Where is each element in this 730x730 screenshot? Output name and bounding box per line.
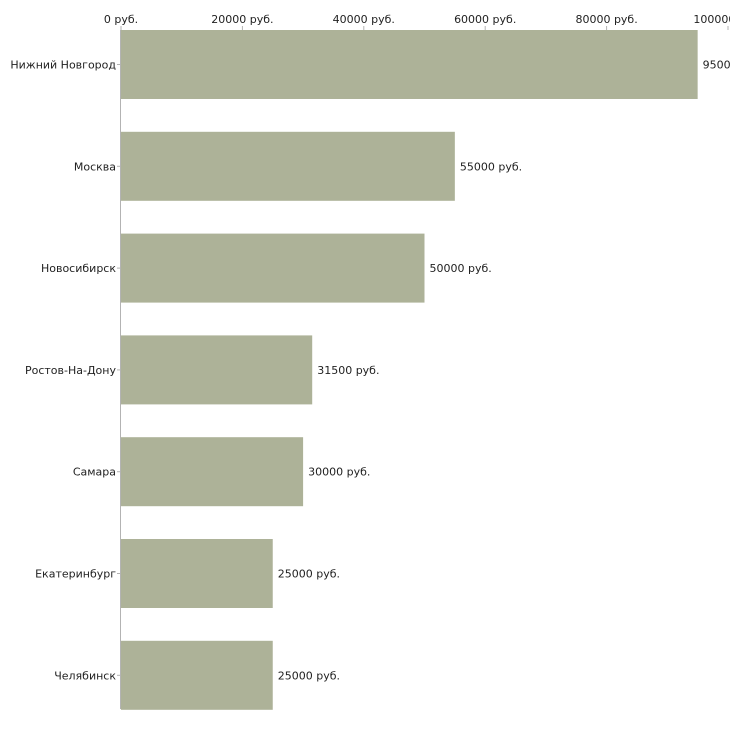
x-tick-label: 0 руб.	[104, 13, 138, 26]
category-label: Москва	[74, 160, 116, 173]
value-label: 95000 руб.	[703, 59, 730, 72]
category-label: Самара	[73, 466, 116, 479]
bar	[121, 233, 425, 303]
bar	[121, 640, 273, 710]
category-label: Екатеринбург	[35, 568, 116, 581]
value-label: 55000 руб.	[460, 160, 522, 173]
category-label: Новосибирск	[41, 262, 116, 275]
bar	[121, 437, 304, 507]
bar	[121, 131, 455, 201]
bar	[121, 30, 698, 99]
x-tick-label: 100000 руб.	[693, 13, 730, 26]
x-tick-label: 60000 руб.	[454, 13, 516, 26]
category-label: Ростов-На-Дону	[25, 364, 116, 377]
x-tick-label: 20000 руб.	[211, 13, 273, 26]
value-label: 31500 руб.	[317, 364, 379, 377]
value-label: 25000 руб.	[278, 669, 340, 682]
value-label: 30000 руб.	[308, 466, 370, 479]
bar	[121, 539, 273, 608]
x-tick-label: 40000 руб.	[333, 13, 395, 26]
labels: Нижний Новгород 95000 руб. Москва 55000 руб…	[10, 59, 730, 683]
category-label: Нижний Новгород	[10, 59, 116, 72]
x-tick-label: 80000 руб.	[575, 13, 637, 26]
bars	[121, 30, 698, 710]
x-axis-ticks: 0 руб. 20000 руб. 40000 руб. 60000 руб. 8000…	[104, 13, 730, 30]
value-label: 50000 руб.	[430, 262, 492, 275]
category-label: Челябинск	[54, 669, 116, 682]
value-label: 25000 руб.	[278, 568, 340, 581]
bar	[121, 335, 313, 405]
